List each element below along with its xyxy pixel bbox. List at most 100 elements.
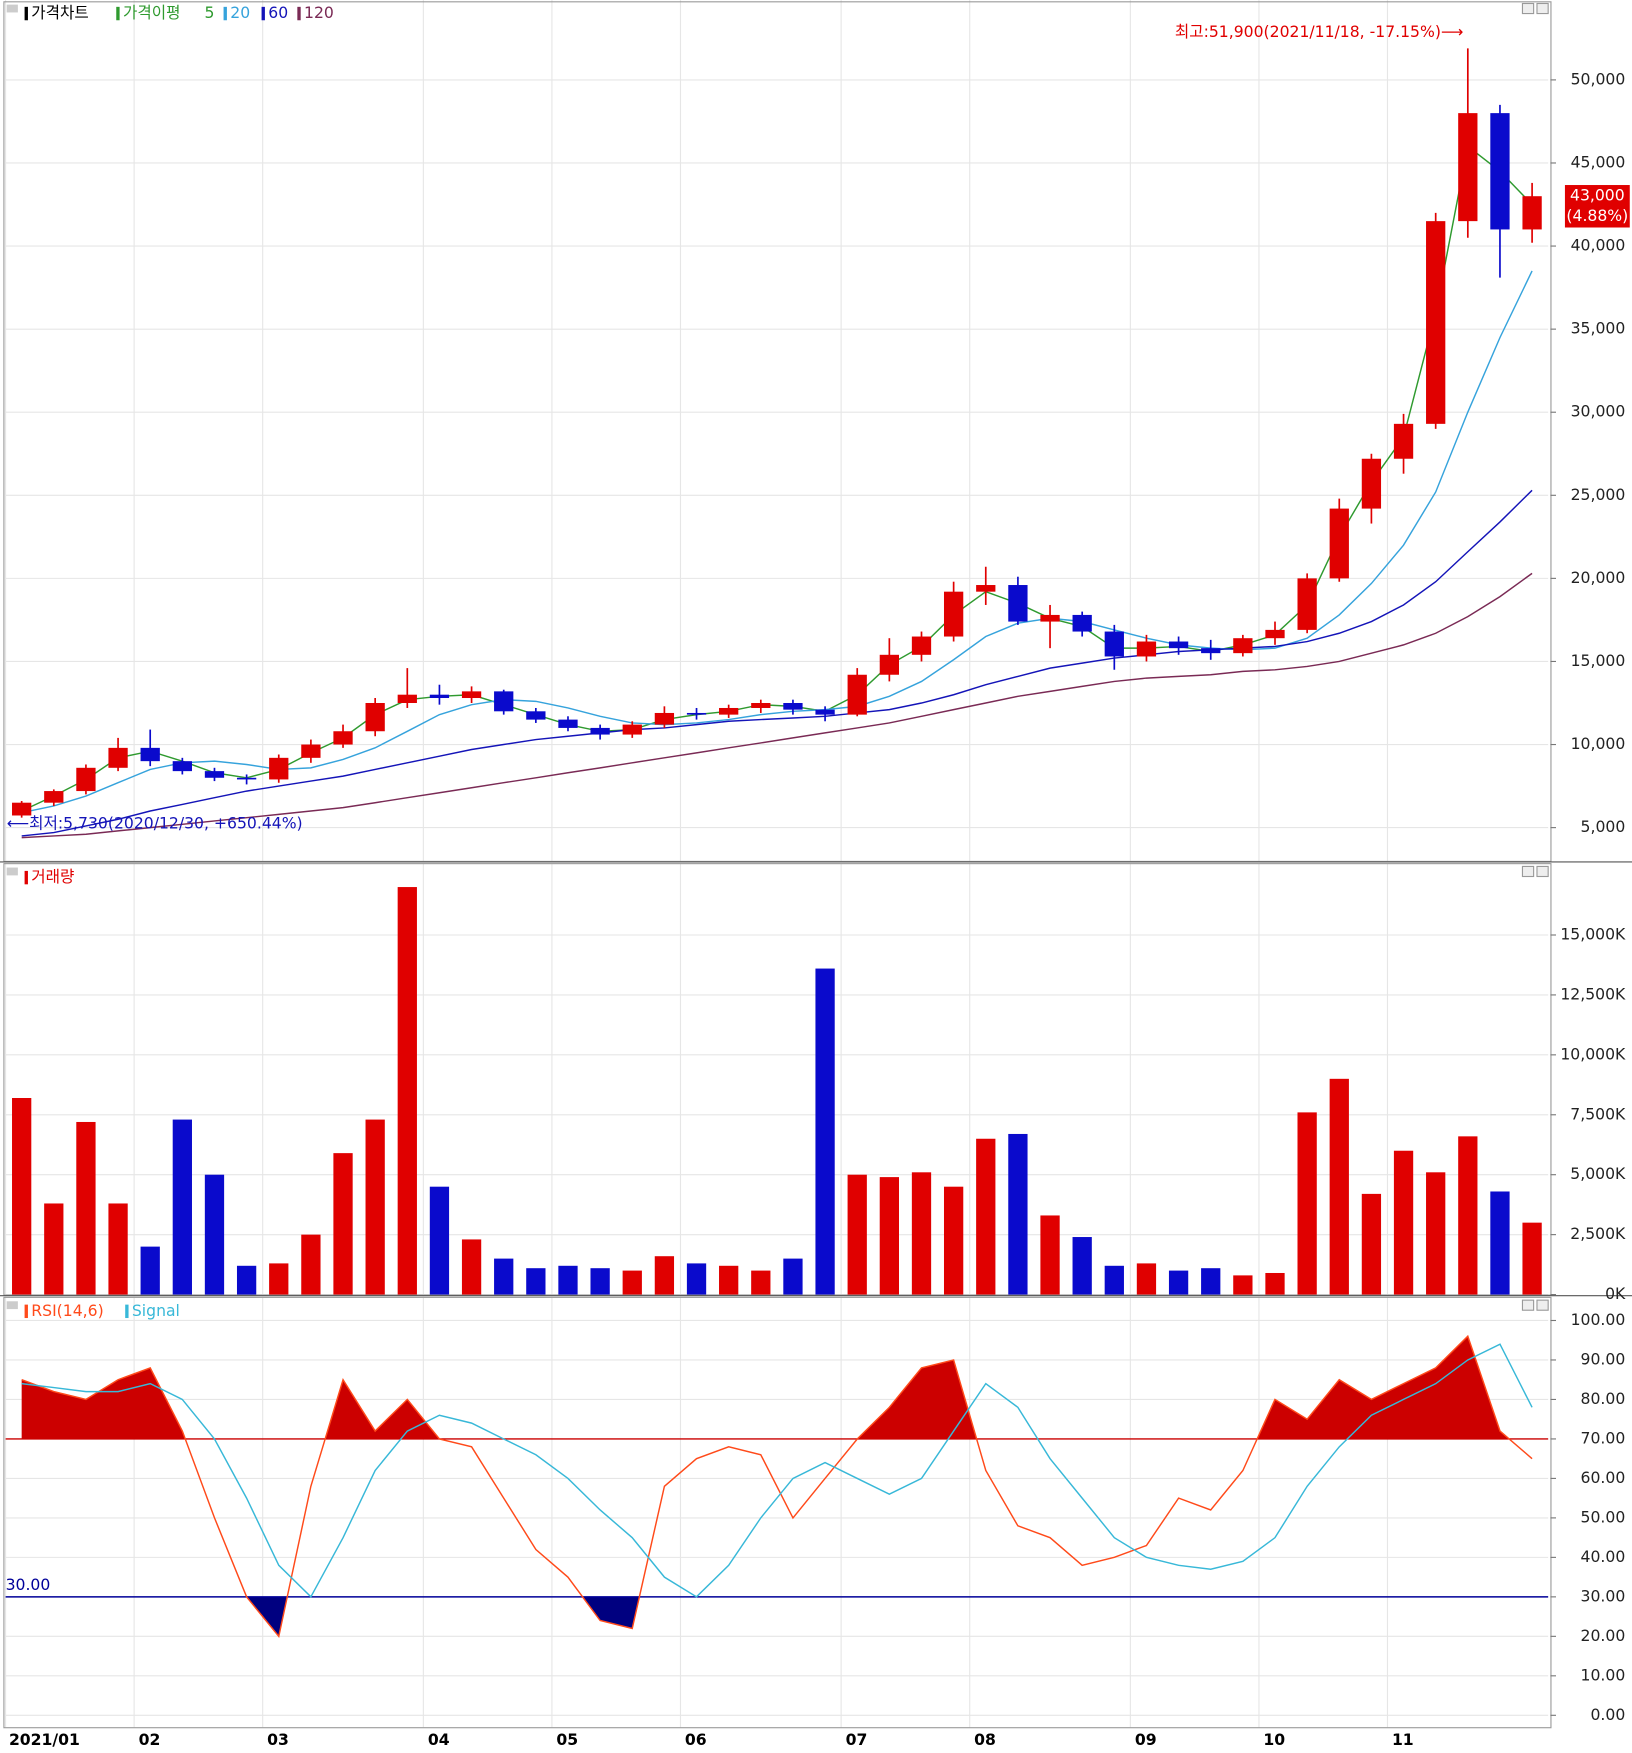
candle-body xyxy=(429,694,450,699)
legend-marker xyxy=(24,6,28,21)
y-tick-label: 10,000K xyxy=(1560,1044,1626,1063)
x-tick-label: 2021/01 xyxy=(9,1730,80,1749)
volume-bar xyxy=(1329,1078,1349,1295)
y-tick-label: 50.00 xyxy=(1581,1507,1626,1526)
candle-body xyxy=(911,636,932,655)
volume-bar xyxy=(1426,1172,1446,1295)
candle-body xyxy=(1201,648,1221,654)
volume-bar xyxy=(140,1246,160,1295)
volume-bar xyxy=(590,1268,610,1295)
candle-body xyxy=(44,791,64,803)
volume-bar xyxy=(1072,1237,1092,1295)
volume-bar xyxy=(943,1186,964,1295)
candle-body xyxy=(1490,113,1510,230)
legend-marker xyxy=(125,1304,129,1319)
candle-body xyxy=(1329,508,1349,579)
y-tick-label: 15,000K xyxy=(1560,924,1626,943)
moving-average xyxy=(21,489,1533,837)
candle-body xyxy=(1426,221,1446,424)
volume-bar xyxy=(1490,1191,1510,1295)
min-button[interactable] xyxy=(1521,1299,1535,1311)
candle-body xyxy=(943,591,964,637)
candle-body xyxy=(815,709,835,715)
volume-bar xyxy=(1168,1270,1189,1295)
volume-bar xyxy=(751,1270,771,1295)
volume-bar xyxy=(429,1186,450,1295)
last-change-label: (4.88%) xyxy=(1566,206,1628,225)
candle-body xyxy=(558,719,578,728)
candle-body xyxy=(1136,641,1157,657)
close-button[interactable] xyxy=(1536,1299,1549,1311)
y-tick-label: 90.00 xyxy=(1581,1349,1626,1368)
x-tick-label: 04 xyxy=(428,1730,450,1749)
close-button[interactable] xyxy=(1536,865,1549,878)
y-tick-label: 20.00 xyxy=(1581,1626,1626,1645)
candle-body xyxy=(879,654,899,675)
candle-body xyxy=(365,702,385,732)
legend-entry: 20 xyxy=(230,3,250,22)
candle-body xyxy=(1072,614,1092,632)
window-buttons xyxy=(6,2,1549,1311)
x-tick-label: 11 xyxy=(1392,1730,1414,1749)
annotation-low: ⟵최저:5,730(2020/12/30, +650.44%) xyxy=(7,813,303,832)
volume-bar xyxy=(526,1268,546,1295)
volume-bar xyxy=(1136,1263,1157,1295)
panel-icon xyxy=(6,867,18,876)
volume-bar xyxy=(911,1172,932,1295)
volume-bar xyxy=(1008,1133,1028,1295)
x-tick-label: 07 xyxy=(846,1730,868,1749)
volume-bar xyxy=(976,1138,996,1295)
y-tick-label: 12,500K xyxy=(1560,984,1626,1003)
volume-bar xyxy=(461,1239,482,1295)
y-tick-label: 30.00 xyxy=(1581,1586,1626,1605)
volume-bar xyxy=(301,1234,321,1295)
y-tick-label: 40.00 xyxy=(1581,1547,1626,1566)
x-tick-label: 08 xyxy=(974,1730,996,1749)
volume-bar xyxy=(1265,1272,1285,1295)
candle-body xyxy=(1104,631,1124,657)
volume-bar xyxy=(236,1265,257,1295)
candle-body xyxy=(526,711,546,720)
candle-body xyxy=(1008,585,1028,622)
y-tick-label: 2,500K xyxy=(1570,1224,1626,1243)
volume-bar xyxy=(1361,1193,1382,1295)
volume-bar xyxy=(719,1265,739,1295)
candle-body xyxy=(1233,638,1253,654)
candle-body xyxy=(1361,458,1382,509)
rsi-line xyxy=(21,1334,1533,1639)
legend-marker xyxy=(116,6,120,21)
volume-bar xyxy=(494,1258,514,1295)
candle-body xyxy=(783,702,803,710)
volume-bar xyxy=(622,1270,642,1295)
y-tick-label: 70.00 xyxy=(1581,1428,1626,1447)
close-button[interactable] xyxy=(1536,2,1549,15)
y-tick-label: 0.00 xyxy=(1590,1705,1625,1724)
x-tick-label: 05 xyxy=(556,1730,578,1749)
candle-body xyxy=(686,712,707,715)
legend-title: 가격차트 xyxy=(31,3,89,22)
volume-bar xyxy=(815,968,835,1295)
x-tick-label: 03 xyxy=(267,1730,289,1749)
candle-body xyxy=(622,724,642,735)
candle-body xyxy=(847,674,867,715)
min-button[interactable] xyxy=(1521,2,1535,15)
x-tick-label: 06 xyxy=(685,1730,707,1749)
candle-body xyxy=(751,702,771,708)
candle-body xyxy=(1393,423,1414,459)
reference-label: 30.00 xyxy=(6,1575,51,1594)
candle-body xyxy=(1040,614,1060,622)
volume-bar xyxy=(1040,1215,1060,1295)
y-tick-label: 45,000 xyxy=(1571,152,1626,171)
legend-marker xyxy=(24,870,28,885)
candle-body xyxy=(461,691,482,699)
legend-entry: 5 xyxy=(205,3,215,22)
y-tick-label: 25,000 xyxy=(1571,485,1626,504)
volume-bar xyxy=(172,1119,192,1295)
min-button[interactable] xyxy=(1521,865,1535,878)
y-tick-label: 20,000 xyxy=(1571,568,1626,587)
candle-body xyxy=(236,777,257,780)
y-tick-label: 10.00 xyxy=(1581,1665,1626,1684)
volume-bar xyxy=(44,1203,64,1295)
